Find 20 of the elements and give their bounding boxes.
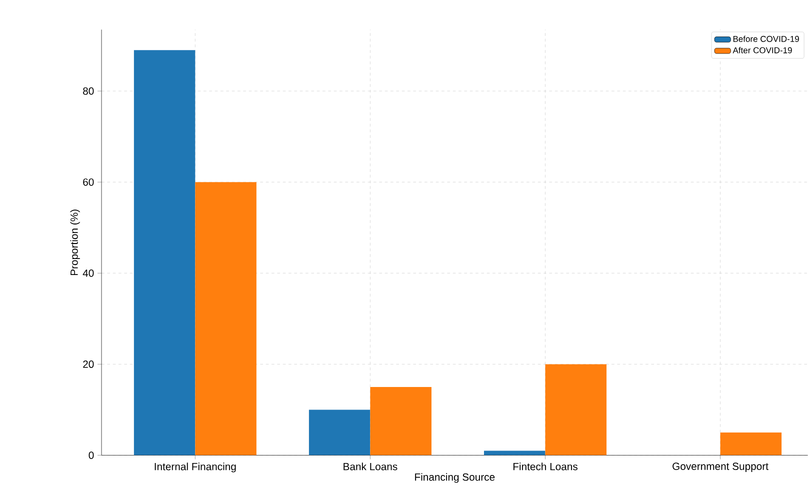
y-tick-label: 60: [83, 178, 94, 186]
bar: [134, 50, 196, 456]
bar: [484, 450, 546, 456]
bar: [308, 410, 370, 456]
bar: [545, 364, 607, 456]
y-tick-label: 40: [82, 270, 94, 277]
x-tick-label: Government Support: [672, 462, 768, 472]
x-tick-label: Fintech Loans: [513, 462, 578, 470]
x-tick-label: Bank Loans: [344, 462, 398, 470]
legend-label: Before COVID-19: [733, 36, 799, 42]
bar: [370, 387, 432, 456]
y-axis-title: Proportion (%): [70, 210, 80, 276]
x-axis-title: Financing Source: [415, 473, 495, 483]
legend-label: After COVID-19: [732, 47, 792, 54]
bar: [195, 182, 256, 456]
y-tick-label: 0: [88, 452, 94, 459]
bar: [720, 432, 782, 456]
y-tick-label: 20: [83, 360, 94, 368]
x-tick-label: Internal Financing: [154, 462, 236, 472]
y-tick-label: 80: [83, 87, 94, 95]
